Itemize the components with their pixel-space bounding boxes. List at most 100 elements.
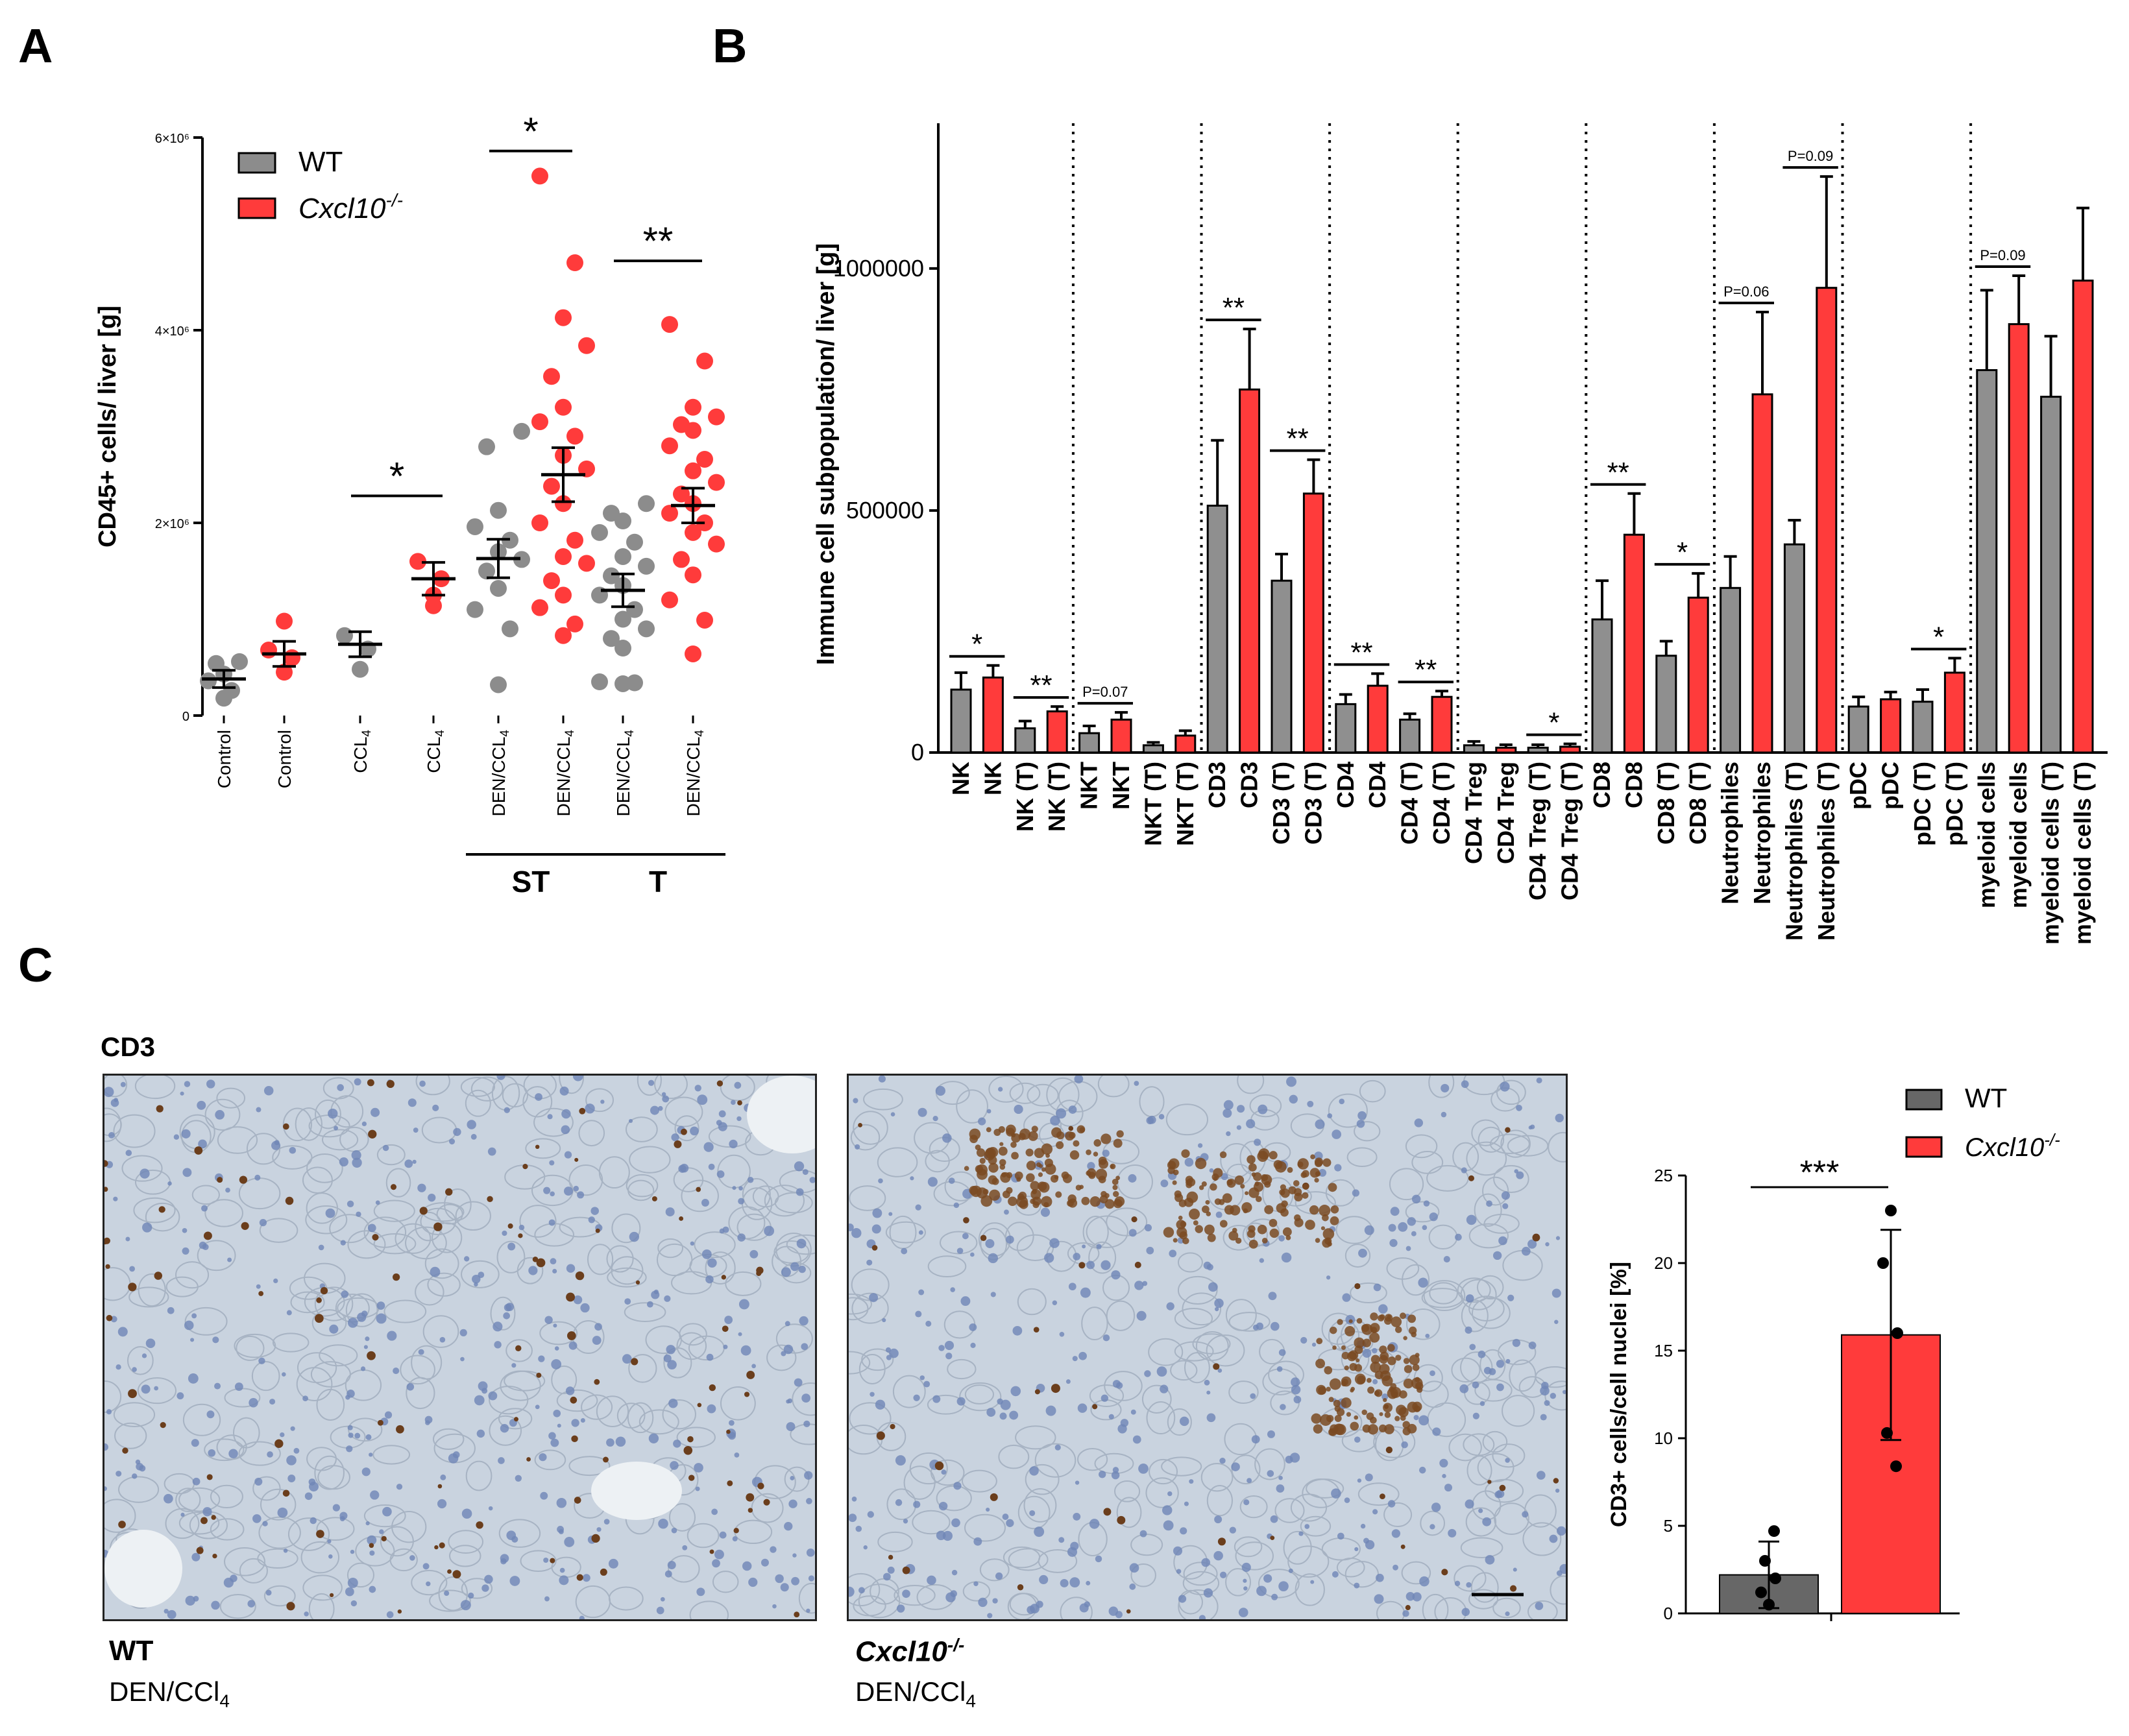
cd3-cell-cluster bbox=[1248, 1163, 1257, 1172]
cell-nucleus bbox=[918, 1289, 925, 1296]
hepatocyte-outline bbox=[1454, 1565, 1487, 1592]
a-point bbox=[603, 505, 620, 522]
hepatocyte-outline bbox=[258, 1516, 301, 1549]
cd3-stained-cell bbox=[522, 1163, 528, 1170]
cd3-cell-cluster bbox=[1210, 1183, 1217, 1191]
cell-nucleus bbox=[785, 1321, 790, 1327]
hepatocyte-outline bbox=[662, 1399, 696, 1430]
hepatocyte-outline bbox=[1167, 1408, 1192, 1436]
hepatocyte-outline bbox=[104, 1499, 136, 1533]
cell-nucleus bbox=[788, 1499, 797, 1508]
cell-nucleus bbox=[1401, 1441, 1408, 1449]
hepatocyte-outline bbox=[1386, 1257, 1420, 1280]
cell-nucleus bbox=[1418, 1277, 1428, 1288]
cd3-cell-cluster bbox=[1391, 1391, 1398, 1399]
cell-nucleus bbox=[554, 1346, 559, 1351]
cell-nucleus bbox=[1010, 1386, 1021, 1397]
cell-nucleus bbox=[211, 1600, 220, 1610]
hepatocyte-outline bbox=[1206, 1485, 1233, 1517]
cell-nucleus bbox=[1214, 1298, 1224, 1308]
cd3-cell-cluster bbox=[1324, 1237, 1332, 1245]
cell-nucleus bbox=[927, 1575, 936, 1585]
cd3-stained-cell bbox=[746, 1493, 755, 1502]
cd3-cell-cluster bbox=[1369, 1332, 1380, 1343]
cell-nucleus bbox=[1096, 1244, 1102, 1249]
hepatocyte-outline bbox=[962, 1469, 997, 1493]
cell-nucleus bbox=[1514, 1169, 1519, 1174]
c-y-tick-label: 5 bbox=[1664, 1516, 1673, 1536]
b-x-tick-label: myeloid cells (T) bbox=[2038, 762, 2064, 945]
b-bar bbox=[1912, 701, 1934, 754]
cell-nucleus bbox=[1263, 1574, 1272, 1583]
a-point bbox=[673, 416, 690, 433]
hepatocyte-outline bbox=[1509, 1359, 1537, 1392]
hepatocyte-outline bbox=[1023, 1488, 1057, 1523]
cell-nucleus bbox=[1439, 1458, 1448, 1468]
cd3-stained-cell bbox=[1405, 1605, 1411, 1611]
cd3-cell-cluster bbox=[1098, 1156, 1107, 1165]
cell-nucleus bbox=[116, 1471, 122, 1477]
cd3-cell-cluster bbox=[1038, 1181, 1050, 1193]
cd3-cell-cluster bbox=[1201, 1181, 1207, 1187]
cd3-stained-cell bbox=[1354, 1283, 1361, 1290]
hepatocyte-outline bbox=[742, 1177, 771, 1211]
hepatocyte-outline bbox=[681, 1179, 719, 1212]
cell-nucleus bbox=[1555, 1236, 1561, 1240]
cell-nucleus bbox=[1280, 1404, 1286, 1410]
cd3-stained-cell bbox=[203, 1231, 212, 1240]
hepatocyte-outline bbox=[234, 1333, 276, 1358]
cd3-cell-cluster bbox=[1228, 1231, 1239, 1241]
cd3-cell-cluster bbox=[1245, 1191, 1249, 1196]
cell-nucleus bbox=[1056, 1108, 1067, 1119]
cd3-cell-cluster bbox=[1320, 1226, 1326, 1231]
hepatocyte-outline bbox=[1228, 1380, 1259, 1404]
cell-nucleus bbox=[913, 1394, 920, 1401]
cell-nucleus bbox=[970, 1342, 976, 1349]
cd3-cell-cluster bbox=[1326, 1386, 1331, 1392]
hepatocyte-outline bbox=[1295, 1573, 1325, 1606]
a-x-tick-label-text: CCL bbox=[350, 737, 371, 773]
cell-nucleus bbox=[1166, 1302, 1174, 1310]
a-point bbox=[467, 518, 483, 535]
cd3-stained-cell bbox=[1034, 1389, 1040, 1395]
cell-nucleus bbox=[1461, 1167, 1467, 1174]
cell-nucleus bbox=[167, 1307, 175, 1314]
b-x-tick-label: Neutrophiles bbox=[1717, 762, 1744, 904]
hepatocyte-outline bbox=[1225, 1568, 1252, 1597]
a-point bbox=[490, 676, 507, 693]
cell-nucleus bbox=[712, 1559, 720, 1568]
cell-nucleus bbox=[1432, 1427, 1441, 1436]
hepatocyte-outline bbox=[611, 1256, 644, 1285]
cell-nucleus bbox=[1059, 1331, 1065, 1337]
cd3-cell-cluster bbox=[1362, 1338, 1371, 1347]
cell-nucleus bbox=[670, 1461, 679, 1470]
cd3-stained-cell bbox=[282, 1123, 289, 1130]
cell-nucleus bbox=[267, 1451, 273, 1458]
a-point bbox=[661, 437, 678, 455]
hepatocyte-outline bbox=[347, 1562, 374, 1588]
cell-nucleus bbox=[1298, 1531, 1304, 1536]
cd3-stained-cell bbox=[396, 1425, 404, 1434]
cell-nucleus bbox=[1102, 1334, 1110, 1342]
cell-nucleus bbox=[1204, 1379, 1210, 1386]
hepatocyte-outline bbox=[1359, 1079, 1386, 1103]
cd3-stained-cell bbox=[1441, 1569, 1448, 1576]
b-x-tick-label: NKT (T) bbox=[1172, 762, 1198, 846]
cd3-cell-cluster bbox=[1038, 1172, 1043, 1177]
cd3-cell-cluster bbox=[1205, 1200, 1210, 1205]
cell-nucleus bbox=[230, 1574, 237, 1582]
b-bar bbox=[1783, 543, 1805, 754]
cd3-cell-cluster bbox=[1110, 1164, 1114, 1169]
cell-nucleus bbox=[182, 1228, 188, 1233]
c-y-tick-label: 15 bbox=[1654, 1341, 1673, 1360]
cell-nucleus bbox=[1050, 1115, 1060, 1126]
hepatocyte-outline bbox=[411, 1569, 448, 1596]
hepatocyte-outline bbox=[764, 1185, 805, 1217]
cell-nucleus bbox=[1465, 1499, 1474, 1509]
cd3-cell-cluster bbox=[1330, 1205, 1339, 1214]
hepatocyte-outline bbox=[1405, 1308, 1441, 1340]
cell-nucleus bbox=[662, 1095, 670, 1103]
cell-nucleus bbox=[345, 1587, 354, 1597]
cd3-stained-cell bbox=[709, 1549, 714, 1554]
